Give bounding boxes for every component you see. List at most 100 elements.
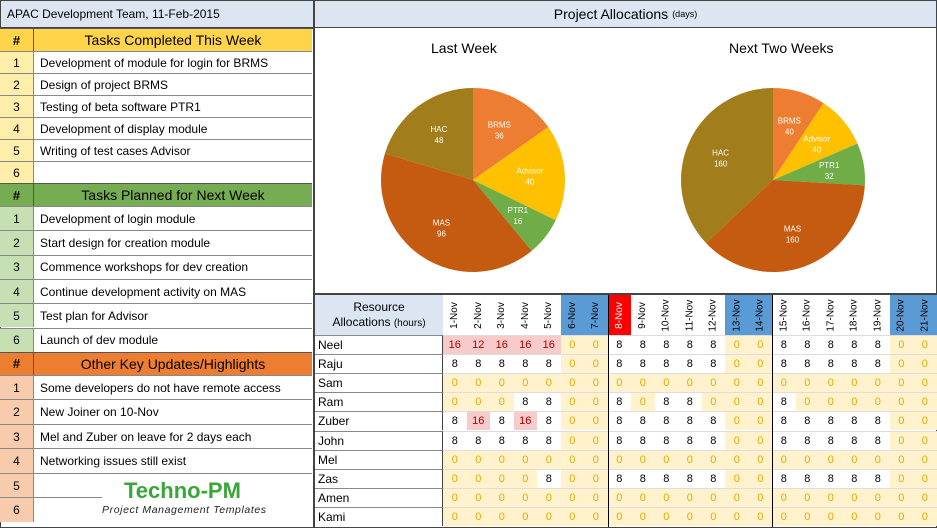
allocation-cell[interactable]: 0 xyxy=(513,373,537,393)
allocation-cell[interactable]: 8 xyxy=(537,411,561,431)
allocation-cell[interactable]: 8 xyxy=(772,411,796,431)
allocation-cell[interactable]: 0 xyxy=(889,487,913,507)
allocation-cell[interactable]: 8 xyxy=(819,411,843,431)
allocation-cell[interactable]: 8 xyxy=(607,430,631,450)
allocation-cell[interactable]: 0 xyxy=(560,335,584,354)
allocation-cell[interactable]: 0 xyxy=(842,392,866,412)
allocation-cell[interactable]: 0 xyxy=(889,335,913,354)
allocation-cell[interactable]: 8 xyxy=(795,335,819,354)
allocation-cell[interactable]: 8 xyxy=(701,430,725,450)
allocation-cell[interactable]: 0 xyxy=(466,373,490,393)
allocation-cell[interactable]: 0 xyxy=(560,411,584,431)
allocation-cell[interactable]: 0 xyxy=(913,430,937,450)
allocation-cell[interactable]: 0 xyxy=(560,506,584,526)
allocation-cell[interactable]: 8 xyxy=(842,335,866,354)
allocation-cell[interactable]: 0 xyxy=(537,506,561,526)
allocation-cell[interactable]: 0 xyxy=(913,373,937,393)
allocation-cell[interactable]: 0 xyxy=(748,487,772,507)
allocation-cell[interactable]: 8 xyxy=(772,354,796,374)
allocation-cell[interactable]: 8 xyxy=(701,354,725,374)
allocation-cell[interactable]: 0 xyxy=(654,449,678,469)
allocation-cell[interactable]: 0 xyxy=(842,373,866,393)
allocation-cell[interactable]: 8 xyxy=(607,468,631,488)
allocation-cell[interactable]: 0 xyxy=(537,373,561,393)
allocation-cell[interactable]: 8 xyxy=(607,354,631,374)
allocation-cell[interactable]: 0 xyxy=(513,487,537,507)
allocation-cell[interactable]: 0 xyxy=(466,392,490,412)
allocation-cell[interactable]: 0 xyxy=(513,449,537,469)
allocation-cell[interactable]: 0 xyxy=(701,506,725,526)
allocation-cell[interactable]: 0 xyxy=(866,449,890,469)
allocation-cell[interactable]: 8 xyxy=(490,430,514,450)
allocation-cell[interactable]: 8 xyxy=(701,411,725,431)
allocation-cell[interactable]: 0 xyxy=(560,487,584,507)
allocation-cell[interactable]: 16 xyxy=(537,335,561,354)
allocation-cell[interactable]: 0 xyxy=(748,335,772,354)
allocation-cell[interactable]: 8 xyxy=(678,468,702,488)
allocation-cell[interactable]: 0 xyxy=(560,392,584,412)
allocation-cell[interactable]: 16 xyxy=(513,335,537,354)
allocation-cell[interactable]: 0 xyxy=(913,506,937,526)
allocation-cell[interactable]: 0 xyxy=(819,449,843,469)
allocation-cell[interactable]: 0 xyxy=(748,354,772,374)
allocation-cell[interactable]: 0 xyxy=(913,411,937,431)
allocation-cell[interactable]: 0 xyxy=(913,354,937,374)
allocation-cell[interactable]: 0 xyxy=(748,430,772,450)
allocation-cell[interactable]: 0 xyxy=(701,392,725,412)
allocation-cell[interactable]: 0 xyxy=(772,449,796,469)
allocation-cell[interactable]: 8 xyxy=(772,430,796,450)
allocation-cell[interactable]: 8 xyxy=(537,354,561,374)
allocation-cell[interactable]: 8 xyxy=(537,430,561,450)
allocation-cell[interactable]: 0 xyxy=(584,411,608,431)
allocation-cell[interactable]: 0 xyxy=(795,373,819,393)
allocation-cell[interactable]: 0 xyxy=(889,449,913,469)
allocation-cell[interactable]: 0 xyxy=(725,430,749,450)
allocation-cell[interactable]: 0 xyxy=(654,373,678,393)
allocation-cell[interactable]: 8 xyxy=(537,392,561,412)
allocation-cell[interactable]: 0 xyxy=(678,487,702,507)
allocation-cell[interactable]: 8 xyxy=(513,392,537,412)
allocation-cell[interactable]: 8 xyxy=(678,335,702,354)
allocation-cell[interactable]: 0 xyxy=(748,392,772,412)
allocation-cell[interactable]: 0 xyxy=(631,392,655,412)
allocation-cell[interactable]: 0 xyxy=(725,506,749,526)
allocation-cell[interactable]: 0 xyxy=(913,392,937,412)
allocation-cell[interactable]: 8 xyxy=(607,335,631,354)
allocation-cell[interactable]: 0 xyxy=(466,506,490,526)
allocation-cell[interactable]: 0 xyxy=(607,506,631,526)
allocation-cell[interactable]: 0 xyxy=(866,487,890,507)
allocation-cell[interactable]: 8 xyxy=(842,354,866,374)
allocation-cell[interactable]: 0 xyxy=(889,468,913,488)
allocation-cell[interactable]: 8 xyxy=(513,430,537,450)
allocation-cell[interactable]: 0 xyxy=(560,373,584,393)
allocation-cell[interactable]: 0 xyxy=(772,506,796,526)
allocation-cell[interactable]: 0 xyxy=(490,506,514,526)
allocation-cell[interactable]: 0 xyxy=(795,449,819,469)
allocation-cell[interactable]: 8 xyxy=(537,468,561,488)
allocation-cell[interactable]: 0 xyxy=(654,487,678,507)
allocation-cell[interactable]: 0 xyxy=(631,449,655,469)
allocation-cell[interactable]: 0 xyxy=(748,449,772,469)
allocation-cell[interactable]: 0 xyxy=(584,506,608,526)
allocation-cell[interactable]: 0 xyxy=(725,392,749,412)
allocation-cell[interactable]: 0 xyxy=(842,506,866,526)
allocation-cell[interactable]: 8 xyxy=(607,392,631,412)
allocation-cell[interactable]: 0 xyxy=(490,373,514,393)
allocation-cell[interactable]: 0 xyxy=(795,487,819,507)
allocation-cell[interactable]: 0 xyxy=(490,487,514,507)
allocation-cell[interactable]: 0 xyxy=(443,449,467,469)
allocation-cell[interactable]: 0 xyxy=(560,430,584,450)
allocation-cell[interactable]: 8 xyxy=(631,354,655,374)
allocation-cell[interactable]: 0 xyxy=(490,468,514,488)
allocation-cell[interactable]: 0 xyxy=(584,487,608,507)
allocation-cell[interactable]: 8 xyxy=(795,430,819,450)
allocation-cell[interactable]: 0 xyxy=(795,506,819,526)
allocation-cell[interactable]: 0 xyxy=(913,487,937,507)
allocation-cell[interactable]: 0 xyxy=(443,468,467,488)
allocation-cell[interactable]: 0 xyxy=(631,506,655,526)
allocation-cell[interactable]: 0 xyxy=(913,449,937,469)
allocation-cell[interactable]: 8 xyxy=(654,354,678,374)
allocation-cell[interactable]: 0 xyxy=(560,354,584,374)
allocation-cell[interactable]: 0 xyxy=(584,392,608,412)
allocation-cell[interactable]: 0 xyxy=(701,449,725,469)
